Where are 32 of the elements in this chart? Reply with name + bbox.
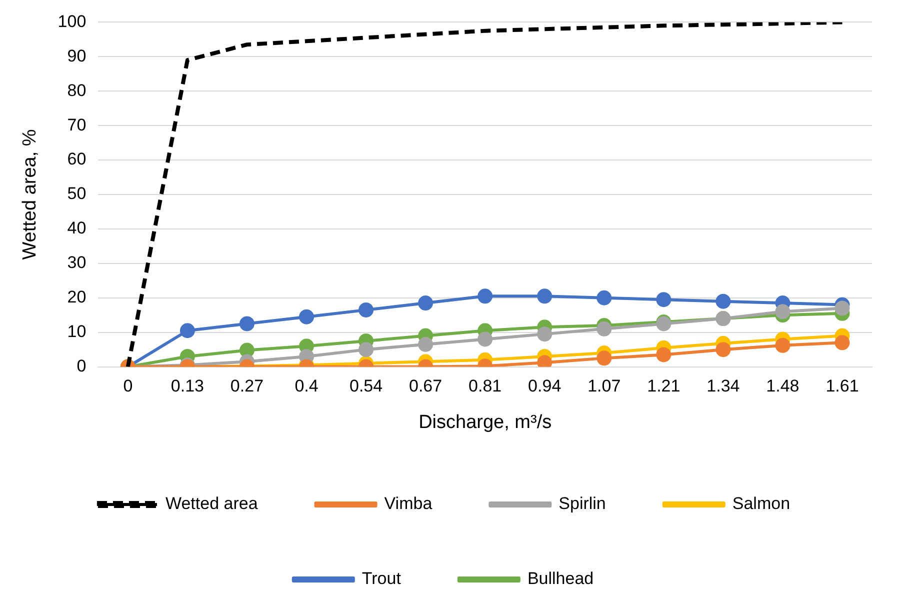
y-tick-label: 100 xyxy=(58,12,86,31)
y-tick-label: 80 xyxy=(67,80,86,100)
x-tick-label: 0.67 xyxy=(409,376,442,396)
x-axis-title: Discharge, m³/s xyxy=(418,412,552,433)
x-tick-label: 1.48 xyxy=(766,376,800,396)
y-tick-label: 50 xyxy=(67,184,86,204)
x-tick-label: 0.81 xyxy=(468,376,502,396)
legend-label: Salmon xyxy=(732,494,790,514)
y-tick-label: 60 xyxy=(67,150,86,169)
x-tick-label: 0 xyxy=(123,376,133,396)
x-tick-label: 0.13 xyxy=(170,376,204,396)
y-tick-label: 10 xyxy=(67,322,86,342)
legend-label: Trout xyxy=(362,569,402,588)
x-tick-label: 0.4 xyxy=(294,376,318,396)
y-axis-title: Wetted area, % xyxy=(20,129,41,260)
y-tick-label: 20 xyxy=(67,288,86,307)
y-tick-label: 30 xyxy=(67,253,86,272)
legend-label: Bullhead xyxy=(527,569,594,588)
x-tick-label: 0.27 xyxy=(230,376,264,396)
x-tick-label: 1.61 xyxy=(826,376,859,396)
legend-label: Wetted area xyxy=(165,494,258,514)
x-tick-label: 1.07 xyxy=(588,376,621,396)
x-tick-label: 0.54 xyxy=(349,376,383,396)
y-tick-label: 40 xyxy=(67,218,86,238)
x-tick-label: 1.21 xyxy=(647,376,680,396)
y-tick-label: 70 xyxy=(67,115,86,134)
legend-label: Vimba xyxy=(384,494,433,514)
legend-label: Spirlin xyxy=(558,494,606,514)
x-tick-label: 1.34 xyxy=(706,376,740,396)
y-tick-label: 90 xyxy=(67,46,86,66)
y-tick-label: 0 xyxy=(76,356,86,376)
x-tick-label: 0.94 xyxy=(528,376,562,396)
